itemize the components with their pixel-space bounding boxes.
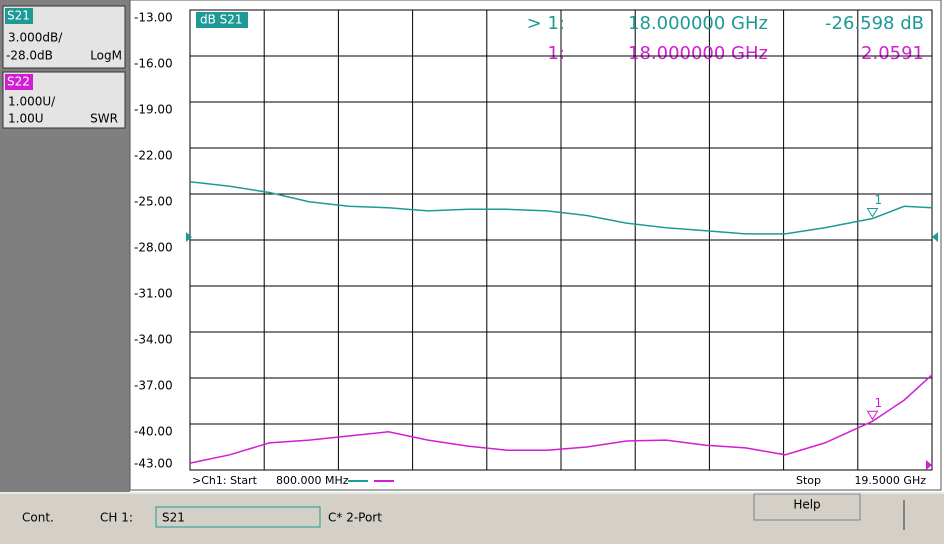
stop-value: 19.5000 GHz [854, 474, 926, 487]
trace-name: S22 [7, 75, 30, 89]
y-tick-label: -22.00 [134, 149, 173, 163]
marker-triangle [866, 410, 879, 421]
ref-arrow [926, 460, 932, 470]
trace-format: LogM [90, 49, 122, 63]
trace-ref: 1.00U [8, 112, 44, 126]
marker-tag: 1 [874, 193, 882, 207]
marker-id: 1: [547, 43, 565, 64]
status-measurement: S21 [162, 511, 185, 525]
ref-arrow [932, 232, 938, 242]
y-tick-label: -34.00 [134, 333, 173, 347]
marker-value: 2.0591 [861, 43, 924, 64]
display-frame [129, 0, 942, 491]
y-tick-label: -19.00 [134, 103, 173, 117]
trace-line [189, 374, 933, 464]
marker-value: -26.598 dB [825, 13, 924, 34]
status-channel: CH 1: [100, 511, 133, 525]
ref-arrow [186, 232, 192, 242]
y-tick-label: -13.00 [134, 11, 173, 25]
plot-label: dB S21 [200, 13, 243, 27]
y-tick-label: -16.00 [134, 57, 173, 71]
trace-format: SWR [90, 112, 118, 126]
plot-tag [196, 12, 248, 28]
marker-tag: 1 [874, 396, 882, 410]
marker-freq: 18.000000 GHz [628, 13, 768, 34]
trace-tag [5, 74, 33, 90]
y-tick-label: -25.00 [134, 195, 173, 209]
stop-label: Stop [796, 474, 821, 487]
y-tick-label: -31.00 [134, 287, 173, 301]
start-label: >Ch1: Start [192, 474, 258, 487]
y-tick-label: -37.00 [134, 379, 173, 393]
y-tick-label: -28.00 [134, 241, 173, 255]
trace-tag [5, 8, 33, 24]
trace-line [189, 180, 933, 235]
marker-freq: 18.000000 GHz [628, 43, 768, 64]
y-tick-label: -43.00 [134, 457, 173, 471]
trace-scale: 1.000U/ [8, 95, 56, 109]
status-cal: C* 2-Port [328, 511, 382, 525]
trace-scale: 3.000dB/ [8, 31, 63, 45]
trace-ref: -28.0dB [6, 49, 53, 63]
help-label: Help [793, 498, 820, 512]
status-mode: Cont. [22, 511, 54, 525]
trace-name: S21 [7, 9, 30, 23]
measurement-field[interactable] [155, 506, 321, 528]
marker-id: > 1: [527, 13, 565, 34]
y-tick-label: -40.00 [134, 425, 173, 439]
help-button[interactable] [753, 493, 861, 521]
start-value: 800.000 MHz [276, 474, 349, 487]
marker-triangle [866, 208, 879, 218]
